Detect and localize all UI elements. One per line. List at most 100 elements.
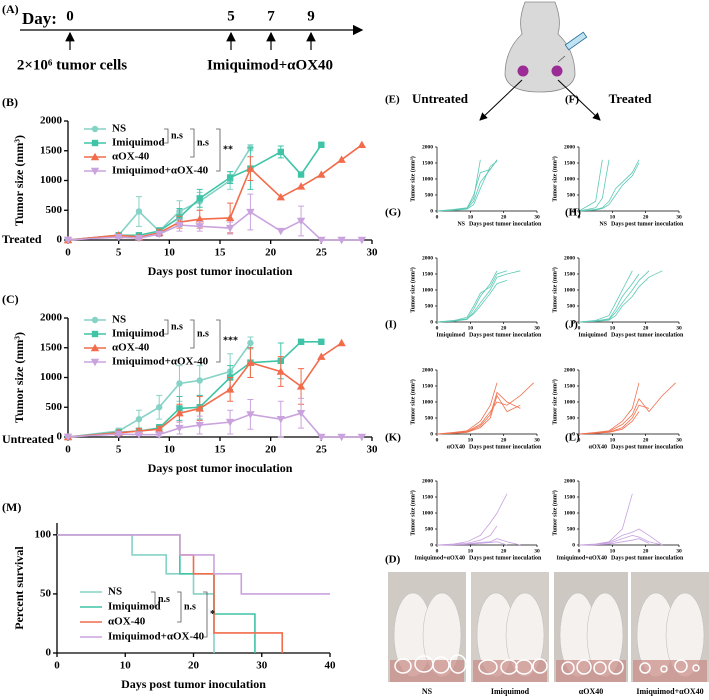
series-line [578, 404, 650, 435]
data-point [357, 236, 367, 245]
data-point [91, 316, 99, 324]
side-label: Untreated [2, 432, 54, 446]
data-point [357, 433, 367, 442]
x-tick-label: 10 [164, 246, 176, 258]
y-axis-label: Tumor size (mm³) [551, 267, 558, 312]
y-tick-label: 1000 [564, 287, 575, 293]
significance-bracket [164, 128, 169, 144]
x-tick-label: 15 [215, 246, 227, 258]
y-axis-label: Tumor size (mm³) [409, 267, 416, 312]
data-point [134, 431, 144, 439]
panel-label: (G) [385, 207, 401, 219]
x-tick-label: 5 [116, 246, 122, 258]
y-tick-label: 500 [425, 303, 434, 309]
y-tick-label: 1500 [564, 383, 575, 389]
series-line [578, 528, 663, 546]
series-line [436, 382, 498, 435]
y-tick-label: 1000 [564, 510, 575, 516]
photo-group: Imiquimod [491, 687, 530, 696]
x-tick-label: 30 [676, 438, 682, 444]
significance-label: n.s [197, 137, 209, 148]
legend-label: Imiquimod [112, 328, 165, 340]
data-point [296, 382, 306, 390]
data-point [276, 367, 285, 375]
data-point [246, 208, 255, 217]
y-axis-label: Tumor size (mm³) [12, 332, 26, 423]
photo-group: Imiquimod+αOX40 [636, 687, 703, 696]
x-tick-label: 25 [316, 443, 328, 455]
y-axis-label: Tumor size (mm³) [551, 379, 558, 424]
data-point [317, 170, 326, 178]
y-tick-label: 1500 [422, 383, 433, 389]
y-tick-label: 1500 [422, 271, 433, 277]
x-tick-label: 5 [116, 443, 122, 455]
chart-panel: 0 10 20 30 40 0 50 100 (M) Days post tumor inocul… [2, 500, 336, 691]
y-tick-label: 2000 [422, 478, 433, 484]
chart-panel: 0 10 20 30 0 500 1000 1500 2000 (F) NS Days post tu… [551, 94, 684, 228]
data-point [317, 352, 326, 360]
series-line [436, 391, 521, 435]
series-line [578, 162, 640, 212]
series-line [67, 342, 252, 438]
significance-bracket [216, 319, 221, 363]
significance-label: n.s [158, 594, 170, 605]
y-tick-label: 0 [46, 647, 52, 659]
legend-label: αOX-40 [108, 616, 146, 628]
x-tick-label: 10 [468, 549, 474, 555]
legend-label: Imiquimod [108, 601, 161, 613]
data-point [90, 358, 100, 367]
y-tick-label: 500 [567, 303, 576, 309]
data-point [63, 433, 73, 442]
data-point [175, 409, 184, 417]
x-axis-label: Days post tumor inoculation [611, 555, 684, 561]
y-axis-label: Tumor size (mm³) [551, 490, 558, 535]
data-point [225, 213, 235, 222]
x-tick-label: 30 [256, 659, 268, 671]
treatment-note: Imiquimod+αOX40 [207, 57, 333, 73]
data-point [357, 140, 367, 148]
y-tick-label: 0 [572, 208, 575, 214]
x-tick-label: 20 [265, 443, 277, 455]
panel-label: (I) [385, 319, 397, 331]
panel-label: (J) [565, 319, 578, 331]
data-point [318, 141, 325, 148]
series-line [436, 159, 498, 212]
y-tick-label: 0 [430, 431, 433, 437]
x-axis-label: Days post tumor inoculation [469, 555, 542, 561]
x-tick-label: 0 [65, 443, 71, 455]
x-axis-label: Days post tumor inoculation [469, 221, 542, 227]
data-point [297, 338, 305, 345]
data-point [276, 192, 285, 201]
significance-label: n.s [184, 601, 196, 612]
significance-label: n.s [197, 328, 209, 339]
data-point [276, 227, 285, 236]
y-axis-label: Tumor size (mm³) [409, 379, 416, 424]
y-tick-label: 2000 [564, 144, 575, 150]
series-line [578, 382, 640, 435]
legend-label: αOX-40 [112, 342, 150, 354]
photo-group: αOX40 [579, 687, 603, 696]
x-tick-label: 20 [501, 215, 507, 221]
x-axis-label: Days post tumor inoculation [121, 677, 266, 691]
y-tick-label: 0 [572, 319, 575, 325]
x-tick-label: 20 [188, 659, 200, 671]
data-point [195, 404, 204, 412]
x-tick-label: 30 [534, 215, 540, 221]
series-line [578, 270, 650, 323]
y-tick-label: 1500 [422, 160, 433, 166]
x-tick-label: 0 [436, 215, 439, 221]
x-axis-label: Days post tumor inoculation [611, 221, 684, 227]
group-label: Imiquimod+αOX40 [415, 555, 465, 561]
x-tick-label: 20 [643, 215, 649, 221]
data-point [195, 223, 204, 231]
series-line [578, 382, 676, 435]
data-point [297, 171, 305, 178]
group-label: NS [457, 221, 465, 227]
data-point [90, 343, 100, 352]
series-line [436, 270, 508, 323]
x-axis-label: Days post tumor inoculation [469, 444, 542, 450]
significance-bracket [203, 591, 208, 638]
panel-label: (C) [2, 292, 19, 306]
